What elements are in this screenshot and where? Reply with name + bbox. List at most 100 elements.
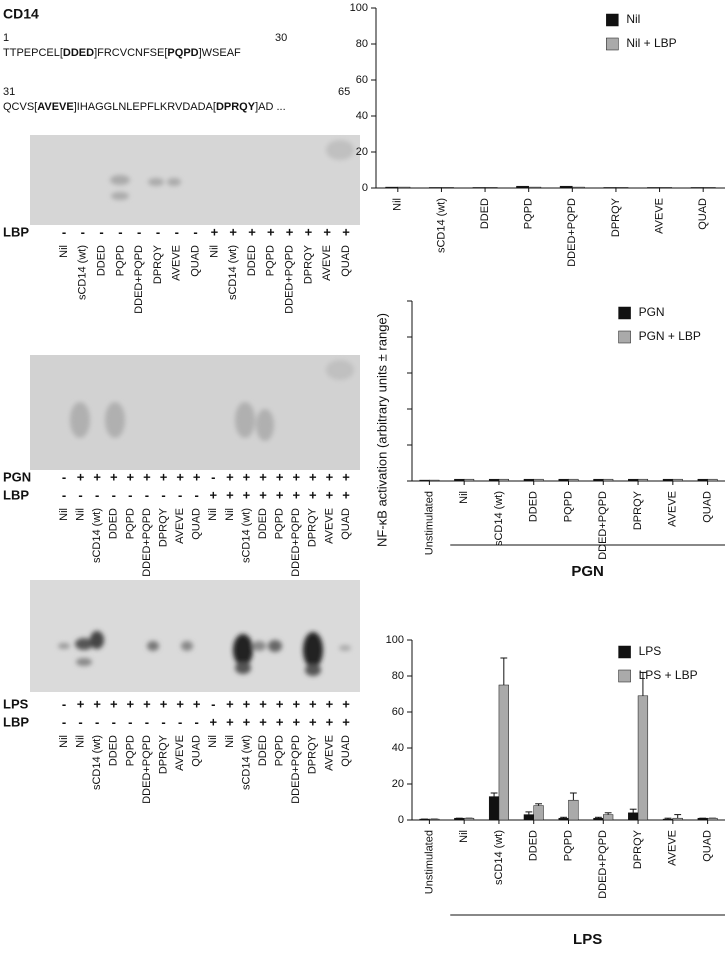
bar (558, 817, 569, 821)
lane-label: sCD14 (wt) (91, 735, 103, 790)
lane-label: DDED+PQPD (290, 508, 302, 577)
bar (533, 805, 544, 821)
row-label: LPS (3, 696, 29, 711)
lane-label: PQPD (265, 245, 277, 276)
lane-label: DDED+PQPD (284, 245, 296, 314)
x-tick-label: sCD14 (wt) (435, 198, 447, 253)
sign: - (62, 696, 66, 711)
bar (488, 796, 500, 821)
y-tick-label: 0 (362, 182, 368, 194)
sign: + (209, 487, 217, 502)
sign: + (342, 696, 350, 711)
lane-label: DDED (246, 245, 258, 276)
sign: + (127, 469, 135, 484)
sign: - (161, 714, 165, 729)
lane-label: DDED+PQPD (133, 245, 145, 314)
row-label: LBP (3, 487, 29, 502)
sign: - (178, 714, 182, 729)
lane-label: DDED (96, 245, 108, 276)
lane-label: DPRQY (157, 734, 169, 774)
lane-label: QUAD (191, 735, 203, 767)
bar (628, 812, 639, 821)
gel-image (30, 355, 360, 470)
sign: + (209, 714, 217, 729)
bar (628, 478, 639, 482)
legend-label: Nil (626, 12, 640, 26)
sign: - (211, 469, 215, 484)
sign: + (243, 469, 251, 484)
bar (429, 479, 440, 482)
legend-label: PGN (639, 305, 665, 319)
sign: + (110, 696, 118, 711)
lane-label: Nil (58, 735, 70, 748)
bar (637, 478, 649, 482)
sequence-segment: DDED (63, 47, 94, 59)
sign: + (259, 469, 267, 484)
bar (488, 478, 500, 482)
sign: + (226, 469, 234, 484)
bar (659, 187, 673, 189)
lane-label: sCD14 (wt) (77, 245, 89, 300)
x-tick-label: QUAD (702, 830, 714, 862)
sequence-segment: ]IHAGGLNLEPFLKRVDADA[ (74, 101, 216, 113)
x-tick-label: AVEVE (667, 830, 679, 866)
bar (419, 818, 430, 821)
lane-label: PQPD (274, 508, 286, 539)
sign: + (309, 714, 317, 729)
sequence-segment: DPRQY (216, 101, 256, 113)
bar (647, 187, 660, 189)
bar (429, 818, 440, 821)
legend-label: Nil + LBP (626, 36, 676, 50)
x-tick-label: Nil (458, 830, 470, 843)
lane-label: Nil (224, 508, 236, 521)
sign: - (178, 487, 182, 502)
bar (615, 187, 629, 189)
lane-label: DDED (257, 735, 269, 766)
sign: + (259, 714, 267, 729)
bar (707, 817, 718, 821)
y-tick-label: 100 (386, 634, 404, 646)
bar (441, 187, 454, 189)
legend-label: LPS (639, 644, 662, 658)
sign: - (156, 224, 160, 239)
row-label: LBP (3, 714, 29, 729)
sign: + (342, 487, 350, 502)
bar (637, 695, 649, 821)
sign: + (226, 487, 234, 502)
x-tick-label: DPRQY (610, 197, 622, 237)
sequence-segment: ]WSEAF (199, 47, 241, 59)
sign: + (286, 224, 294, 239)
x-tick-label: QUAD (702, 491, 714, 523)
bar (397, 186, 411, 189)
lane-label: Nil (74, 508, 86, 521)
sequence-segment: QCVS[ (3, 101, 37, 113)
sign: + (276, 469, 284, 484)
x-tick-label: QUAD (697, 198, 709, 230)
y-tick-label: 80 (392, 670, 404, 682)
lane-label: QUAD (191, 508, 203, 540)
sign: - (128, 487, 132, 502)
x-tick-label: DDED+PQPD (597, 830, 609, 899)
lane-label: QUAD (190, 245, 202, 277)
x-tick-label: Unstimulated (423, 830, 435, 894)
sequence-end: 65 (338, 86, 350, 98)
legend-swatch (618, 330, 631, 344)
sign: + (110, 469, 118, 484)
sign: + (305, 224, 313, 239)
sign: - (161, 487, 165, 502)
sign: + (226, 696, 234, 711)
bar (572, 186, 585, 189)
lane-label: DPRQY (302, 244, 314, 284)
bar (385, 186, 399, 189)
bar (568, 478, 579, 482)
y-tick-label: 80 (356, 38, 368, 50)
bar (559, 185, 573, 189)
lane-label: AVEVE (323, 508, 335, 544)
legend-swatch (618, 645, 631, 659)
x-tick-label: DDED (528, 830, 540, 861)
sign: - (78, 714, 82, 729)
bar (593, 478, 604, 482)
sign: + (326, 469, 334, 484)
y-tick-label: 40 (392, 742, 404, 754)
lane-label: AVEVE (171, 245, 183, 281)
